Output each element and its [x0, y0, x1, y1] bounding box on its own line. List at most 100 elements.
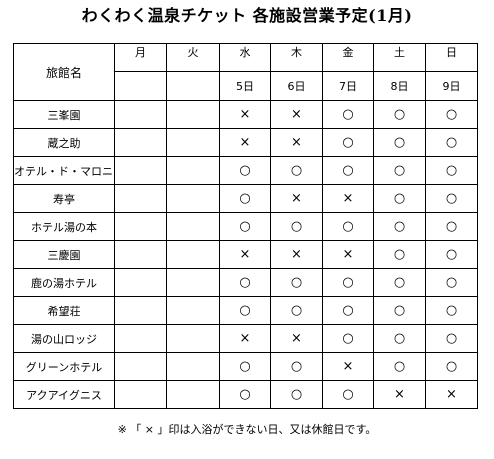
status-cell-sun: ○ — [425, 268, 478, 297]
page-title: わくわく温泉チケット 各施設営業予定(1月) — [81, 6, 413, 25]
status-cell-thu: ○ — [270, 212, 323, 241]
table-row: アクアイグニス ○ ○ ○ × × — [13, 380, 478, 409]
facility-name: 鹿の湯ホテル — [13, 268, 115, 297]
status-cell-fri: ○ — [322, 380, 374, 409]
status-cell-sat: ○ — [373, 296, 426, 325]
status-cell-wed: × — [219, 240, 271, 269]
status-cell-sat: × — [373, 380, 426, 409]
status-cell-sun: ○ — [425, 156, 478, 185]
status-cell-thu: × — [270, 128, 323, 157]
status-cell-sat: ○ — [373, 240, 426, 269]
facility-name: グリーンホテル — [13, 352, 115, 381]
status-cell-tue — [166, 380, 220, 409]
status-cell-wed: × — [219, 100, 271, 129]
status-cell-thu: ○ — [270, 380, 323, 409]
status-cell-fri: × — [322, 240, 374, 269]
facility-name: 三慶園 — [13, 240, 115, 269]
table-row: ホテル湯の本 ○ ○ ○ ○ ○ — [13, 212, 478, 241]
status-cell-tue — [166, 212, 220, 241]
status-cell-sun: ○ — [425, 324, 478, 353]
status-cell-fri: × — [322, 352, 374, 381]
status-cell-thu: × — [270, 240, 323, 269]
table-row: グリーンホテル ○ ○ × ○ ○ — [13, 352, 478, 381]
status-cell-tue — [166, 352, 220, 381]
table-row: オテル・ド・マロニエ ○ ○ ○ ○ ○ — [13, 156, 478, 185]
day-header-sat: 土 — [373, 43, 426, 72]
status-cell-sun: ○ — [425, 100, 478, 129]
status-cell-sat: ○ — [373, 128, 426, 157]
status-cell-sat: ○ — [373, 324, 426, 353]
status-cell-sun: ○ — [425, 296, 478, 325]
status-cell-wed: × — [219, 128, 271, 157]
status-cell-thu: × — [270, 324, 323, 353]
day-header-tue: 火 — [166, 43, 220, 72]
table-row: 希望荘 ○ ○ ○ ○ ○ — [13, 296, 478, 325]
status-cell-sat: ○ — [373, 156, 426, 185]
status-cell-mon — [114, 324, 167, 353]
status-cell-fri: ○ — [322, 156, 374, 185]
status-cell-wed: ○ — [219, 352, 271, 381]
status-cell-thu: × — [270, 184, 323, 213]
day-header-thu: 木 — [270, 43, 323, 72]
status-cell-sat: ○ — [373, 352, 426, 381]
day-header-fri: 金 — [322, 43, 374, 72]
facility-name: アクアイグニス — [13, 380, 115, 409]
status-cell-tue — [166, 296, 220, 325]
status-cell-mon — [114, 212, 167, 241]
table-row: 三峯園 × × ○ ○ ○ — [13, 100, 478, 129]
status-cell-fri: ○ — [322, 100, 374, 129]
table-row: 三慶園 × × × ○ ○ — [13, 240, 478, 269]
status-cell-sun: ○ — [425, 212, 478, 241]
facility-name: 三峯園 — [13, 100, 115, 129]
status-cell-thu: × — [270, 100, 323, 129]
date-cell-thu: 6日 — [270, 71, 323, 101]
status-cell-mon — [114, 128, 167, 157]
footnote: ※ 「 × 」印は入浴ができない日、又は休館日です。 — [117, 423, 377, 436]
facility-name: 希望荘 — [13, 296, 115, 325]
status-cell-tue — [166, 156, 220, 185]
status-cell-mon — [114, 352, 167, 381]
facility-rows: 三峯園 × × ○ ○ ○ 蔵之助 × × ○ ○ ○ オテル・ド・マロニエ ○ ○ ○ ○ ○ 寿亭 ○ × × ○ ○ ホテ… — [13, 100, 478, 409]
status-cell-mon — [114, 268, 167, 297]
status-cell-wed: ○ — [219, 380, 271, 409]
status-cell-tue — [166, 128, 220, 157]
date-cell-fri: 7日 — [322, 71, 374, 101]
status-cell-mon — [114, 380, 167, 409]
status-cell-fri: ○ — [322, 268, 374, 297]
status-cell-sun: ○ — [425, 128, 478, 157]
table-row: 寿亭 ○ × × ○ ○ — [13, 184, 478, 213]
status-cell-sat: ○ — [373, 268, 426, 297]
status-cell-thu: ○ — [270, 296, 323, 325]
status-cell-thu: ○ — [270, 352, 323, 381]
facility-name: 湯の山ロッジ — [13, 324, 115, 353]
status-cell-wed: ○ — [219, 268, 271, 297]
header-row-days: 旅館名 月 火 水 木 金 土 日 — [13, 43, 478, 101]
facility-name: 寿亭 — [13, 184, 115, 213]
status-cell-sun: ○ — [425, 352, 478, 381]
status-cell-wed: ○ — [219, 184, 271, 213]
status-cell-mon — [114, 100, 167, 129]
status-cell-tue — [166, 268, 220, 297]
status-cell-wed: ○ — [219, 296, 271, 325]
day-header-mon: 月 — [114, 43, 167, 72]
day-header-sun: 日 — [425, 43, 478, 72]
status-cell-thu: ○ — [270, 156, 323, 185]
date-cell-tue — [166, 71, 220, 101]
status-cell-mon — [114, 184, 167, 213]
status-cell-mon — [114, 296, 167, 325]
status-cell-fri: ○ — [322, 324, 374, 353]
status-cell-mon — [114, 240, 167, 269]
status-cell-sun: ○ — [425, 184, 478, 213]
status-cell-mon — [114, 156, 167, 185]
status-cell-wed: ○ — [219, 156, 271, 185]
status-cell-fri: × — [322, 184, 374, 213]
status-cell-fri: ○ — [322, 296, 374, 325]
facility-name: ホテル湯の本 — [13, 212, 115, 241]
status-cell-wed: × — [219, 324, 271, 353]
status-cell-tue — [166, 100, 220, 129]
status-cell-fri: ○ — [322, 212, 374, 241]
table-row: 湯の山ロッジ × × ○ ○ ○ — [13, 324, 478, 353]
table-row: 鹿の湯ホテル ○ ○ ○ ○ ○ — [13, 268, 478, 297]
day-header-wed: 水 — [219, 43, 271, 72]
facility-name-header: 旅館名 — [13, 43, 115, 101]
